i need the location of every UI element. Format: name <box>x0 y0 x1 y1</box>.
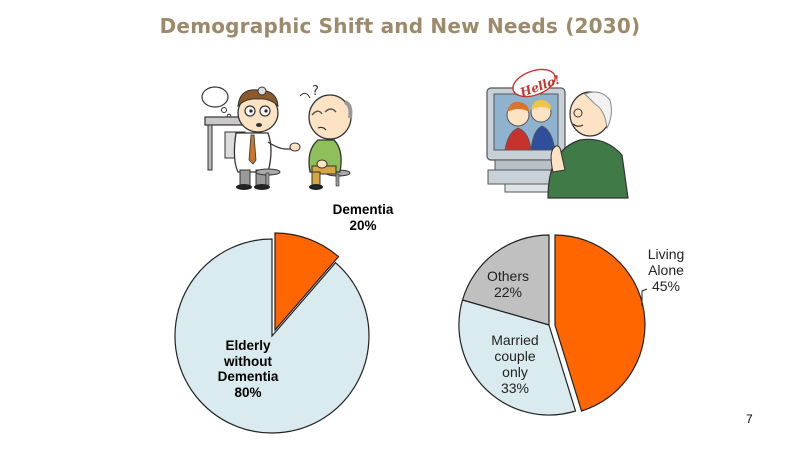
label-dementia: Dementia 20% <box>332 202 394 233</box>
svg-text:?: ? <box>312 84 319 99</box>
label-married-couple-only: Married couple only 33% <box>491 332 539 397</box>
doctor-patient-illustration: ? <box>201 84 353 190</box>
pie-slice-others <box>461 234 550 326</box>
pie-slice-dementia <box>274 232 340 332</box>
pie-slice-elderly-without-dementia <box>174 238 370 434</box>
right-pie-chart <box>458 234 648 416</box>
page-number: 7 <box>746 412 753 426</box>
pie-slice-living-alone <box>554 234 646 412</box>
pie-slice-married-couple <box>458 299 577 416</box>
slide-title: Demographic Shift and New Needs (2030) <box>159 14 641 38</box>
label-living-alone: Living Alone 45% <box>647 246 685 295</box>
left-pie-chart <box>174 232 370 434</box>
label-others: Others 22% <box>486 268 529 301</box>
living-alone-leader-line <box>641 288 648 306</box>
label-elderly-without-dementia: Elderly without Dementia 80% <box>217 338 279 400</box>
video-call-illustration: Hello! <box>486 68 629 199</box>
